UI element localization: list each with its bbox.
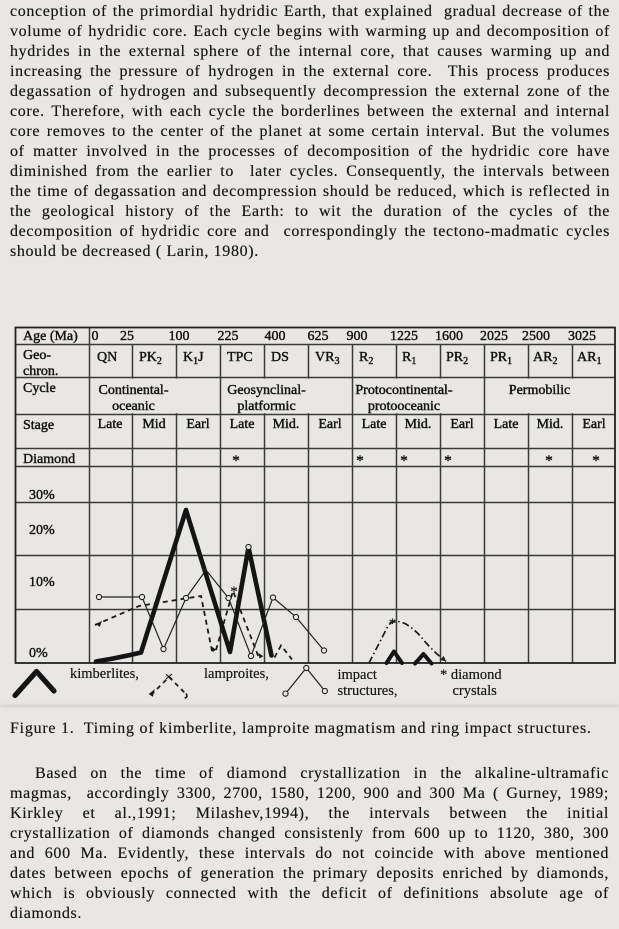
- svg-text:R1: R1: [402, 350, 416, 367]
- svg-text:R2: R2: [359, 350, 373, 367]
- svg-text:Protocontinental-: Protocontinental-: [355, 383, 453, 398]
- svg-text:AR2: AR2: [533, 350, 557, 367]
- svg-text:*: *: [389, 616, 397, 632]
- svg-text:TPC: TPC: [227, 350, 253, 365]
- svg-text:*: *: [232, 453, 240, 469]
- svg-text:Earl: Earl: [450, 417, 473, 432]
- svg-text:3025: 3025: [568, 329, 596, 344]
- svg-text:*: *: [545, 453, 553, 469]
- svg-text:Mid.: Mid.: [405, 417, 432, 432]
- svg-text:chron.: chron.: [23, 364, 58, 379]
- svg-text:DS: DS: [271, 350, 289, 365]
- svg-text:20%: 20%: [29, 523, 55, 538]
- svg-text:VR3: VR3: [315, 350, 339, 367]
- svg-text:0: 0: [92, 329, 99, 344]
- svg-text:Geo-: Geo-: [23, 348, 51, 363]
- svg-text:900: 900: [347, 329, 368, 344]
- svg-text:structures,: structures,: [338, 683, 398, 699]
- svg-text:10%: 10%: [29, 575, 55, 590]
- svg-text:2025: 2025: [480, 329, 508, 344]
- svg-text:crystals: crystals: [453, 683, 498, 699]
- svg-text:oceanic: oceanic: [112, 399, 155, 414]
- svg-text:lamproites,: lamproites,: [204, 666, 269, 682]
- svg-text:Age (Ma): Age (Ma): [23, 329, 78, 344]
- svg-text:Mid: Mid: [142, 417, 165, 432]
- svg-text:1225: 1225: [390, 329, 418, 344]
- svg-text:400: 400: [265, 329, 286, 344]
- svg-text:*: *: [444, 453, 452, 469]
- svg-text:Continental-: Continental-: [99, 383, 169, 398]
- svg-text:platformic: platformic: [237, 399, 295, 414]
- svg-text:625: 625: [308, 329, 329, 344]
- svg-text:AR1: AR1: [577, 350, 601, 367]
- svg-text:Earl: Earl: [318, 417, 341, 432]
- svg-text:Late: Late: [494, 417, 519, 432]
- svg-text:2500: 2500: [522, 329, 550, 344]
- svg-text:Cycle: Cycle: [23, 381, 56, 396]
- svg-text:PR2: PR2: [446, 350, 468, 367]
- svg-text:Stage: Stage: [23, 418, 54, 433]
- svg-text:Earl: Earl: [186, 417, 209, 432]
- svg-text:*: *: [400, 453, 408, 469]
- svg-text:25: 25: [120, 329, 134, 344]
- svg-text:Mid.: Mid.: [273, 417, 300, 432]
- svg-text:Geosynclinal-: Geosynclinal-: [227, 383, 306, 398]
- svg-text:*: *: [230, 584, 238, 600]
- svg-text:30%: 30%: [29, 488, 55, 503]
- svg-text:225: 225: [218, 329, 239, 344]
- svg-text:Late: Late: [362, 417, 387, 432]
- svg-text:*: *: [592, 453, 600, 469]
- svg-text:Permobilic: Permobilic: [509, 383, 570, 398]
- svg-text:PR1: PR1: [490, 350, 512, 367]
- svg-text:kimberlites,: kimberlites,: [70, 666, 139, 682]
- svg-text:1600: 1600: [435, 329, 463, 344]
- svg-text:*: *: [356, 453, 364, 469]
- svg-text:Late: Late: [230, 417, 255, 432]
- svg-text:Earl: Earl: [582, 417, 605, 432]
- svg-text:protooceanic: protooceanic: [368, 399, 440, 414]
- svg-text:0%: 0%: [29, 646, 48, 661]
- svg-text:impact: impact: [338, 667, 377, 683]
- svg-text:K1J: K1J: [183, 350, 204, 367]
- svg-text:QN: QN: [97, 350, 117, 365]
- svg-text:100: 100: [169, 329, 190, 344]
- svg-text:* diamond: * diamond: [440, 667, 502, 683]
- svg-text:Mid.: Mid.: [537, 417, 564, 432]
- svg-text:Diamond: Diamond: [23, 452, 75, 467]
- svg-text:Late: Late: [98, 417, 123, 432]
- svg-text:PK2: PK2: [139, 350, 162, 367]
